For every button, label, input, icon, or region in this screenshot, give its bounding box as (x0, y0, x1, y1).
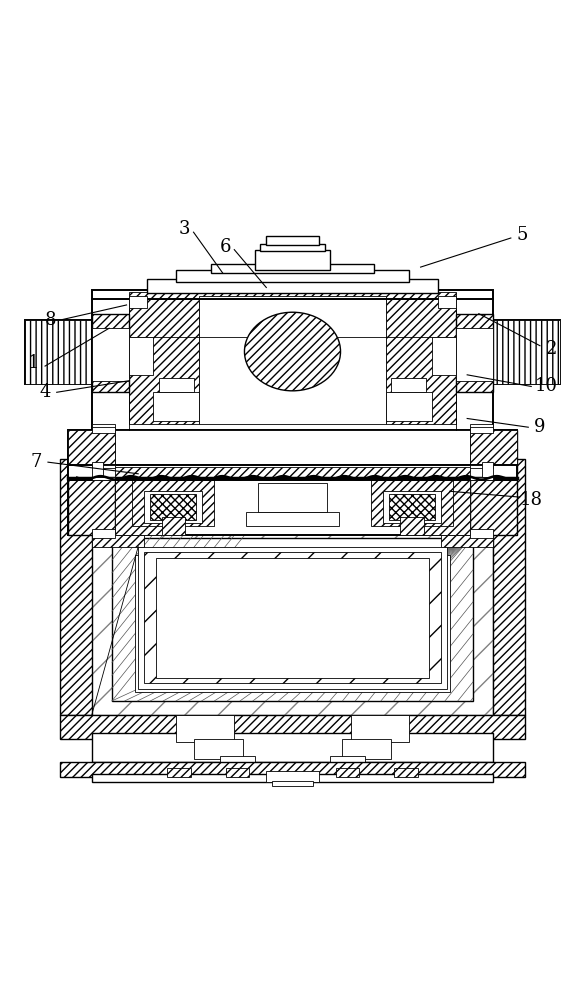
Text: 6: 6 (220, 238, 231, 256)
Bar (331, 756, 365, 765)
Bar (92, 532, 144, 547)
Bar (129, 292, 456, 299)
Bar (383, 491, 441, 523)
Bar (254, 250, 331, 270)
Bar (266, 236, 319, 245)
Bar (92, 462, 104, 477)
Bar (470, 465, 493, 468)
Bar (386, 296, 456, 424)
Bar (115, 467, 470, 478)
Bar (394, 768, 418, 777)
Bar (371, 480, 453, 526)
Bar (400, 517, 424, 535)
Bar (150, 494, 197, 520)
Bar (438, 296, 456, 308)
Bar (92, 424, 115, 433)
Bar (351, 715, 409, 742)
Bar (92, 427, 115, 433)
Bar (92, 465, 115, 468)
Bar (156, 558, 429, 678)
Polygon shape (115, 430, 176, 535)
Bar (92, 774, 493, 782)
Bar (60, 715, 525, 739)
Bar (441, 532, 493, 547)
Bar (386, 392, 432, 421)
Bar (490, 320, 560, 384)
Bar (257, 483, 328, 512)
Text: 7: 7 (30, 453, 42, 471)
Bar (159, 378, 194, 392)
Bar (25, 320, 95, 384)
Bar (129, 296, 199, 424)
Text: 4: 4 (39, 383, 51, 401)
Bar (176, 270, 409, 282)
Bar (432, 337, 456, 375)
Bar (138, 547, 447, 689)
Bar (132, 480, 214, 526)
Text: 10: 10 (534, 377, 558, 395)
Bar (470, 427, 493, 433)
Bar (336, 768, 359, 777)
Polygon shape (92, 535, 493, 715)
Bar (211, 264, 374, 273)
Bar (167, 768, 191, 777)
Bar (226, 768, 249, 777)
Polygon shape (470, 430, 517, 480)
Text: 1: 1 (27, 354, 39, 372)
Bar (456, 328, 493, 381)
Polygon shape (409, 430, 470, 535)
Bar (194, 739, 243, 759)
Ellipse shape (245, 312, 340, 391)
Bar (470, 477, 493, 480)
Text: 18: 18 (519, 491, 543, 509)
Bar (135, 555, 450, 692)
Bar (470, 430, 517, 535)
Bar (118, 544, 467, 701)
Bar (490, 320, 560, 384)
Bar (25, 320, 95, 384)
Bar (144, 552, 441, 683)
Bar (470, 529, 493, 538)
Bar (246, 512, 339, 526)
Bar (92, 314, 129, 392)
Polygon shape (68, 430, 115, 480)
Bar (342, 739, 391, 759)
Bar (68, 430, 517, 535)
Bar (92, 529, 115, 538)
Bar (147, 279, 438, 293)
Bar (260, 244, 325, 251)
Bar (391, 378, 426, 392)
Bar (115, 430, 470, 477)
Bar (129, 296, 147, 308)
Bar (92, 290, 493, 430)
Bar (493, 459, 525, 715)
Bar (272, 781, 313, 786)
Bar (92, 477, 115, 480)
Bar (153, 392, 199, 421)
Text: 2: 2 (546, 340, 558, 358)
Bar (68, 465, 517, 480)
Bar (388, 494, 435, 520)
Bar (112, 538, 473, 701)
Bar (129, 337, 153, 375)
Bar (60, 762, 525, 777)
Bar (60, 459, 92, 715)
Bar (176, 715, 234, 742)
Bar (266, 771, 319, 782)
Bar (220, 756, 254, 765)
Bar (470, 424, 493, 433)
Bar (92, 733, 493, 762)
Text: 3: 3 (179, 220, 191, 238)
Bar (161, 517, 185, 535)
Bar (199, 296, 386, 424)
Text: 5: 5 (517, 226, 528, 244)
Bar (92, 328, 129, 381)
Text: 9: 9 (534, 418, 546, 436)
Bar (144, 491, 202, 523)
Bar (481, 462, 493, 477)
Text: 8: 8 (45, 311, 57, 329)
Bar (68, 430, 115, 535)
Bar (456, 314, 493, 392)
